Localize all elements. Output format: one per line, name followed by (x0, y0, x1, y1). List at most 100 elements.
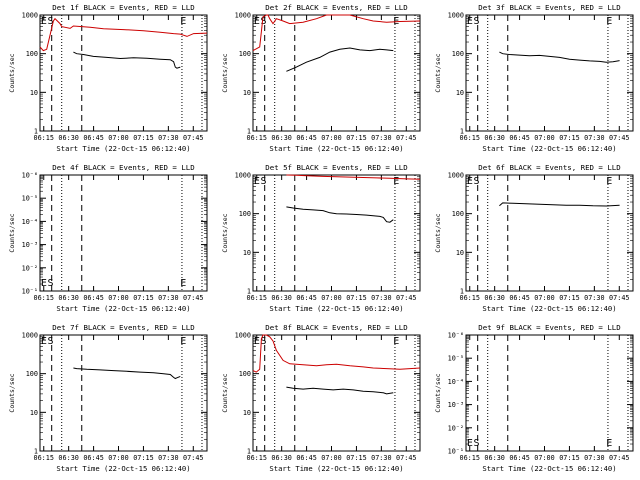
y-tick-label: 100 (239, 370, 251, 378)
x-axis-label: Start Time (22-Oct-15 06:12:40) (269, 464, 403, 473)
x-tick-label: 07:45 (396, 294, 416, 302)
x-axis-label: Start Time (22-Oct-15 06:12:40) (482, 304, 616, 313)
x-tick-label: 07:15 (133, 294, 153, 302)
series-line-events (499, 51, 620, 63)
marker-label: S (48, 336, 54, 347)
x-tick-label: 06:30 (271, 454, 291, 462)
x-tick-label: 07:00 (108, 134, 128, 142)
y-tick-label: 10⁻⁴ (448, 378, 464, 386)
x-tick-label: 07:00 (534, 454, 554, 462)
y-tick-label: 10 (456, 249, 464, 257)
y-tick-label: 1 (247, 288, 251, 296)
x-tick-label: 06:15 (34, 294, 54, 302)
x-tick-label: 07:15 (559, 454, 579, 462)
marker-label: E (467, 176, 473, 187)
plot-frame (39, 334, 208, 452)
y-tick-label: 10⁻⁶ (22, 172, 38, 180)
series-line-events (73, 51, 181, 69)
y-tick-label: 10⁻² (22, 264, 38, 272)
x-tick-label: 07:15 (346, 294, 366, 302)
plot-frame (252, 334, 421, 452)
series-line-events (499, 202, 620, 207)
y-tick-label: 10⁻⁶ (448, 332, 464, 340)
x-tick-label: 06:15 (460, 294, 480, 302)
det-panel-8: Det 8f BLACK = Events, RED = LLD Counts/s… (213, 320, 426, 480)
x-tick-label: 06:45 (296, 294, 316, 302)
chart-title: Det 8f BLACK = Events, RED = LLD (265, 323, 407, 332)
plot-frame (465, 174, 634, 292)
y-axis-label: Counts/sec (434, 373, 442, 412)
x-tick-label: 07:00 (534, 294, 554, 302)
x-tick-label: 06:30 (484, 134, 504, 142)
x-tick-label: 07:45 (183, 134, 203, 142)
y-tick-label: 100 (239, 210, 251, 218)
y-tick-label: 1 (460, 288, 464, 296)
x-tick-label: 07:15 (346, 454, 366, 462)
series-line-lld (252, 14, 421, 52)
marker-label: E (41, 16, 47, 27)
plot-frame (252, 174, 421, 292)
x-tick-label: 06:45 (509, 294, 529, 302)
y-tick-label: 10 (30, 409, 38, 417)
marker-label: E (606, 16, 612, 27)
plot-frame (465, 14, 634, 132)
x-tick-label: 07:15 (133, 454, 153, 462)
y-tick-label: 1 (247, 448, 251, 456)
y-tick-label: 10⁻³ (448, 401, 464, 409)
x-tick-label: 07:00 (321, 454, 341, 462)
y-tick-label: 10 (243, 249, 251, 257)
marker-label: E (606, 176, 612, 187)
x-axis-label: Start Time (22-Oct-15 06:12:40) (482, 144, 616, 153)
chart-title: Det 7f BLACK = Events, RED = LLD (52, 323, 194, 332)
marker-label: E (467, 438, 473, 449)
y-tick-label: 100 (452, 210, 464, 218)
x-tick-label: 07:45 (609, 134, 629, 142)
y-tick-label: 10⁻¹ (22, 288, 38, 296)
x-tick-label: 07:45 (609, 454, 629, 462)
series-line-events (286, 206, 394, 223)
y-tick-label: 100 (452, 50, 464, 58)
y-tick-label: 10⁻² (448, 424, 464, 432)
x-tick-label: 06:15 (34, 134, 54, 142)
y-tick-label: 100 (26, 370, 38, 378)
x-tick-label: 06:15 (460, 134, 480, 142)
x-tick-label: 06:30 (58, 134, 78, 142)
x-tick-label: 06:45 (83, 134, 103, 142)
chart-svg: Det 4f BLACK = Events, RED = LLD Counts/s… (8, 163, 208, 313)
y-axis-label: Counts/sec (221, 213, 229, 252)
marker-label: E (180, 278, 186, 289)
x-tick-label: 06:45 (296, 134, 316, 142)
x-tick-label: 07:30 (584, 294, 604, 302)
chart-title: Det 6f BLACK = Events, RED = LLD (478, 163, 620, 172)
y-tick-label: 100 (239, 50, 251, 58)
y-tick-label: 10⁻³ (22, 241, 38, 249)
y-tick-label: 10⁻⁵ (22, 195, 38, 203)
det-panel-6: Det 6f BLACK = Events, RED = LLD Counts/s… (426, 160, 639, 320)
det-panel-1: Det 1f BLACK = Events, RED = LLD Counts/s… (0, 0, 213, 160)
marker-label: E (254, 16, 260, 27)
x-tick-label: 07:45 (609, 294, 629, 302)
det-panel-4: Det 4f BLACK = Events, RED = LLD Counts/s… (0, 160, 213, 320)
y-axis-label: Counts/sec (8, 373, 16, 412)
x-axis-label: Start Time (22-Oct-15 06:12:40) (482, 464, 616, 473)
marker-label: E (254, 176, 260, 187)
y-tick-label: 1000 (22, 332, 38, 340)
y-tick-label: 1000 (235, 12, 251, 20)
y-tick-label: 100 (26, 50, 38, 58)
y-axis-label: Counts/sec (434, 213, 442, 252)
chart-svg: Det 1f BLACK = Events, RED = LLD Counts/s… (8, 3, 208, 153)
chart-svg: Det 6f BLACK = Events, RED = LLD Counts/s… (434, 163, 634, 313)
x-tick-label: 07:00 (321, 134, 341, 142)
marker-label: S (474, 438, 480, 449)
plot-frame (39, 14, 208, 132)
y-tick-label: 1 (247, 128, 251, 136)
y-tick-label: 10⁻⁴ (22, 218, 38, 226)
y-axis-label: Counts/sec (8, 53, 16, 92)
x-tick-label: 06:30 (484, 294, 504, 302)
det-panel-3: Det 3f BLACK = Events, RED = LLD Counts/s… (426, 0, 639, 160)
x-tick-label: 06:45 (296, 454, 316, 462)
x-tick-label: 07:30 (158, 454, 178, 462)
y-tick-label: 10 (243, 89, 251, 97)
x-tick-label: 07:30 (158, 134, 178, 142)
